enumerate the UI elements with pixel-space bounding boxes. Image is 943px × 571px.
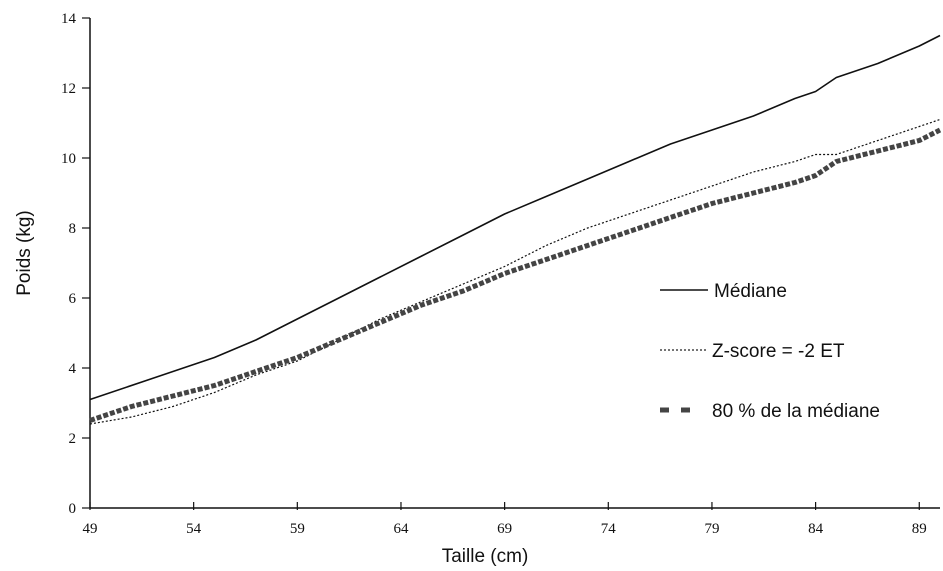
x-tick-label: 64 [393,521,409,537]
x-tick-label: 49 [83,521,98,537]
y-tick-label: 4 [69,361,77,377]
y-tick-label: 8 [69,221,77,237]
x-axis-title: Taille (cm) [442,546,529,567]
y-axis-title: Poids (kg) [14,210,35,296]
x-tick-label: 79 [704,521,719,537]
x-tick-label: 59 [290,521,305,537]
y-tick-label: 0 [69,501,77,517]
legend-label-zscore: Z-score = -2 ET [712,341,845,362]
y-tick-label: 12 [61,81,76,97]
legend-label-80pct: 80 % de la médiane [712,401,880,422]
series-80pct-line [89,127,942,423]
y-ticks: 0 2 4 6 8 10 12 14 [61,11,90,517]
x-tick-label: 74 [601,521,617,537]
x-tick-label: 69 [497,521,512,537]
series-mediane-line [89,34,941,401]
legend: Médiane Z-score = -2 ET 80 % de la média… [660,281,880,422]
legend-label-mediane: Médiane [714,281,787,302]
series-layer [89,34,942,425]
y-tick-label: 2 [69,431,77,447]
x-tick-label: 54 [186,521,202,537]
x-tick-label: 89 [912,521,927,537]
y-tick-label: 14 [61,11,77,27]
x-ticks: 49 54 59 64 69 74 79 84 89 [83,502,927,537]
axes [89,18,940,509]
y-tick-label: 6 [69,291,77,307]
y-tick-label: 10 [61,151,76,167]
x-tick-label: 84 [808,521,824,537]
